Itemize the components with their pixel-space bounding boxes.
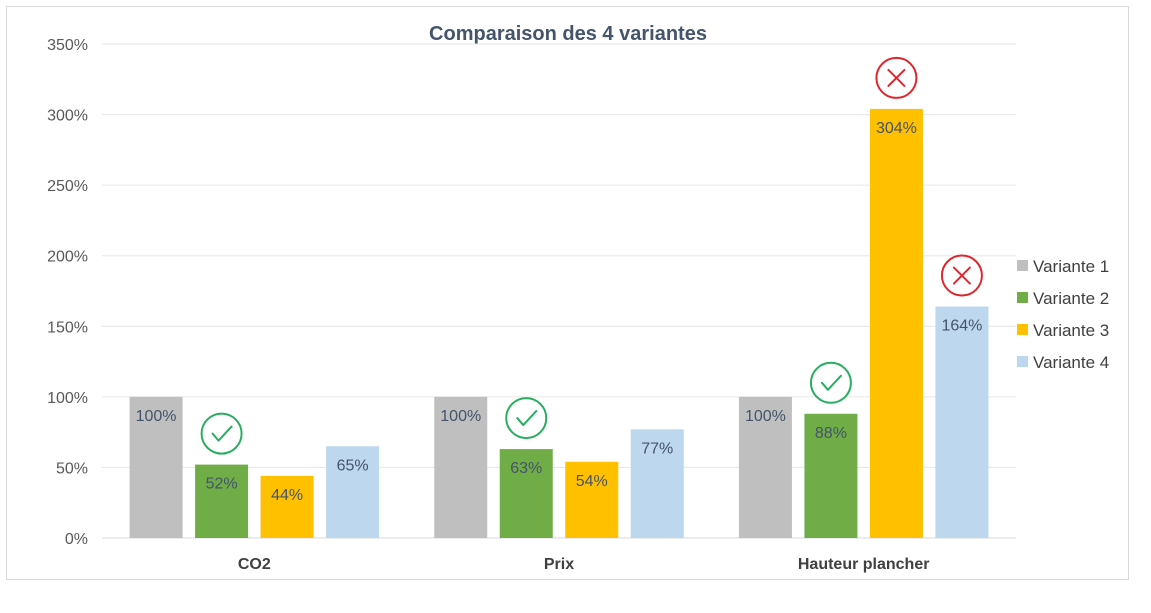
data-label: 52% bbox=[206, 476, 238, 493]
legend: Variante 1 Variante 2 Variante 3 Variante 4 bbox=[1017, 257, 1109, 372]
data-label: 63% bbox=[510, 460, 542, 477]
category-label: CO2 bbox=[238, 556, 271, 573]
data-label: 100% bbox=[745, 408, 786, 425]
legend-label: Variante 4 bbox=[1033, 353, 1109, 372]
bar bbox=[129, 396, 183, 538]
legend-label: Variante 3 bbox=[1033, 321, 1109, 340]
annotation-icons bbox=[200, 56, 983, 455]
data-label: 44% bbox=[271, 487, 303, 504]
legend-item: Variante 3 bbox=[1017, 321, 1109, 340]
legend-swatch bbox=[1017, 260, 1028, 271]
y-tick-label: 300% bbox=[47, 108, 88, 125]
y-tick-label: 350% bbox=[47, 37, 88, 54]
legend-label: Variante 1 bbox=[1033, 257, 1109, 276]
bar bbox=[565, 461, 619, 538]
check-icon bbox=[809, 361, 852, 404]
data-label: 65% bbox=[337, 457, 369, 474]
category-label: Prix bbox=[544, 556, 574, 573]
bar bbox=[434, 396, 488, 538]
bar bbox=[738, 396, 792, 538]
bar bbox=[499, 449, 553, 538]
grid-lines bbox=[102, 43, 1016, 539]
legend-label: Variante 2 bbox=[1033, 289, 1109, 308]
legend-item: Variante 4 bbox=[1017, 353, 1109, 372]
y-tick-label: 50% bbox=[56, 460, 88, 477]
bar bbox=[326, 446, 380, 538]
data-label: 54% bbox=[576, 473, 608, 490]
data-label: 77% bbox=[641, 440, 673, 457]
check-icon bbox=[505, 397, 548, 440]
cross-icon bbox=[940, 254, 983, 297]
data-label: 304% bbox=[876, 120, 917, 137]
chart-title: Comparaison des 4 variantes bbox=[429, 23, 707, 45]
y-tick-label: 200% bbox=[47, 249, 88, 266]
legend-swatch bbox=[1017, 356, 1028, 367]
bar bbox=[195, 464, 249, 538]
bar bbox=[804, 413, 858, 538]
bar bbox=[630, 429, 684, 538]
category-label: Hauteur plancher bbox=[798, 556, 930, 573]
bar bbox=[260, 475, 314, 538]
y-tick-label: 100% bbox=[47, 390, 88, 407]
y-tick-label: 250% bbox=[47, 178, 88, 195]
cross-icon bbox=[875, 56, 918, 99]
x-axis-categories: CO2 Prix Hauteur plancher bbox=[238, 556, 930, 573]
bar bbox=[935, 306, 989, 538]
data-labels: 100% 52% 44% 65% 100% 63% 54% 77% 100% 88% 304% 164… bbox=[136, 120, 983, 504]
legend-swatch bbox=[1017, 324, 1028, 335]
data-label: 88% bbox=[815, 425, 847, 442]
legend-item: Variante 1 bbox=[1017, 257, 1109, 276]
bar bbox=[869, 108, 923, 538]
legend-swatch bbox=[1017, 292, 1028, 303]
legend-item: Variante 2 bbox=[1017, 289, 1109, 308]
y-tick-label: 0% bbox=[65, 531, 88, 548]
data-label: 100% bbox=[136, 408, 177, 425]
bars bbox=[129, 108, 989, 538]
data-label: 164% bbox=[941, 318, 982, 335]
y-tick-label: 150% bbox=[47, 319, 88, 336]
check-icon bbox=[200, 412, 243, 455]
data-label: 100% bbox=[440, 408, 481, 425]
y-axis-ticks: 0% 50% 100% 150% 200% 250% 300% 350% bbox=[47, 37, 88, 548]
